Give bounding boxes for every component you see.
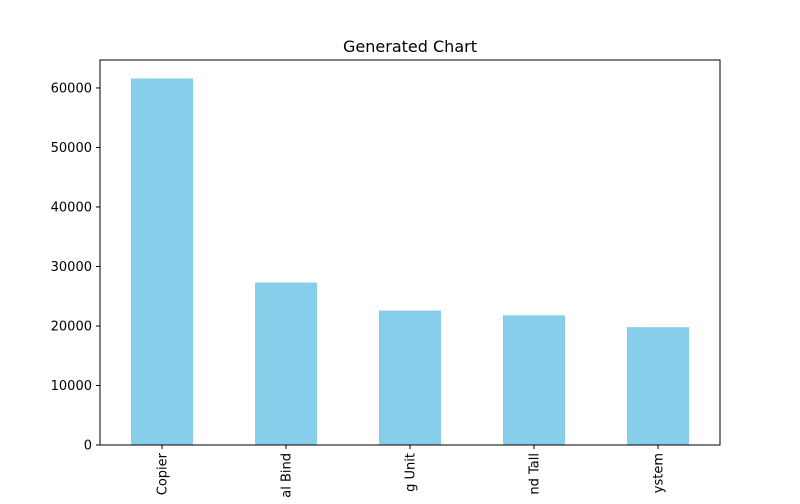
bar-2 bbox=[379, 310, 441, 445]
chart-title: Generated Chart bbox=[343, 37, 477, 56]
bar-4 bbox=[627, 327, 689, 445]
x-tick-label-0: Copier bbox=[156, 452, 171, 495]
y-tick-label-6: 60000 bbox=[51, 81, 92, 96]
x-tick-label-4: ystem bbox=[652, 453, 667, 493]
bar-1 bbox=[255, 282, 317, 445]
x-tick-label-3: nd Tall bbox=[528, 453, 543, 495]
y-tick-label-2: 20000 bbox=[51, 319, 92, 334]
bar-3 bbox=[503, 315, 565, 445]
bar-0 bbox=[131, 78, 193, 445]
y-tick-label-5: 50000 bbox=[51, 141, 92, 156]
x-tick-label-2: g Unit bbox=[404, 453, 419, 492]
x-axis-ticks: Copier al Bind g Unit nd Tall ystem bbox=[156, 445, 667, 498]
y-tick-label-0: 0 bbox=[84, 439, 92, 454]
y-tick-label-1: 10000 bbox=[51, 379, 92, 394]
y-tick-label-3: 30000 bbox=[51, 260, 92, 275]
x-tick-label-1: al Bind bbox=[280, 453, 295, 498]
bars-layer bbox=[131, 78, 689, 445]
y-axis-ticks: 0 10000 20000 30000 40000 50000 60000 bbox=[51, 81, 100, 454]
y-tick-label-4: 40000 bbox=[51, 200, 92, 215]
